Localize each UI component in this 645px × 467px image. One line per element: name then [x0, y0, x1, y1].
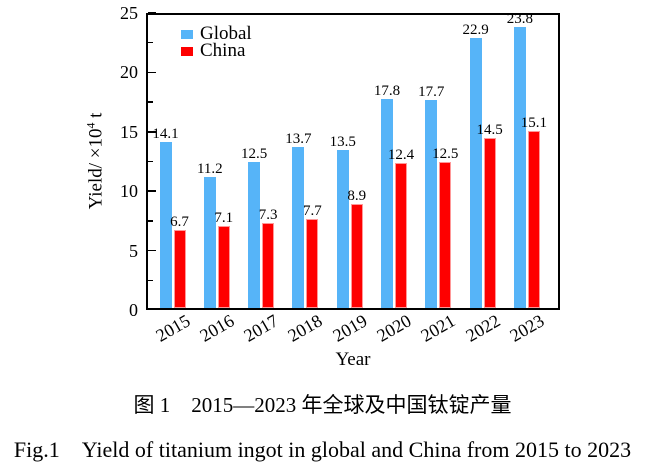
bar-china-2018: [306, 218, 319, 308]
bar-global-2020: [381, 98, 393, 308]
bar-global-2021: [425, 99, 438, 308]
bar-global-2016: [203, 176, 216, 308]
bar-value-global-2021: 17.7: [418, 83, 445, 100]
bar-value-china-2017: 7.3: [258, 207, 278, 224]
bar-china-2019: [350, 204, 363, 308]
bar-chart: Yield/ ×104 t 0 5 10 15 20 25 14.1 6.7 11.2 7.1 1…: [84, 3, 560, 370]
bar-value-global-2017: 12.5: [240, 145, 268, 162]
bar-value-global-2019: 13.5: [329, 133, 356, 150]
legend: Global China: [181, 23, 252, 61]
caption-english: Fig.1 Yield of titanium ingot in global …: [13, 437, 632, 462]
y-minor-tick-7.5: [148, 220, 153, 222]
y-tick-label-15: 15: [120, 121, 138, 142]
legend-swatch-global: [181, 29, 193, 39]
legend-swatch-china: [181, 46, 193, 56]
y-minor-tick-12.5: [148, 160, 153, 163]
bar-value-china-2021: 12.5: [432, 145, 459, 162]
y-tick-label-0: 0: [129, 300, 138, 320]
y-tick-label-20: 20: [120, 62, 138, 83]
bar-china-2020: [395, 162, 407, 308]
y-major-tick-5: [148, 249, 156, 252]
legend-item-china: China: [181, 40, 252, 61]
y-minor-tick-2.5: [148, 279, 153, 282]
y-tick-label-5: 5: [129, 240, 138, 261]
y-minor-tick-17.5: [148, 101, 153, 103]
legend-label-china: China: [200, 40, 246, 61]
bar-value-china-2015: 6.7: [170, 214, 189, 231]
bar-value-china-2016: 7.1: [214, 209, 234, 226]
bar-value-global-2015: 14.1: [152, 126, 179, 143]
x-axis-title: Year: [335, 349, 371, 370]
y-major-tick-25: [148, 12, 156, 14]
bar-value-global-2023: 23.8: [506, 11, 534, 28]
bar-value-global-2018: 13.7: [285, 131, 312, 148]
bar-value-global-2016: 11.2: [196, 160, 223, 177]
bar-value-global-2020: 17.8: [373, 82, 401, 99]
bar-value-china-2019: 8.9: [347, 188, 367, 205]
bar-global-2017: [248, 161, 261, 308]
y-tick-label-25: 25: [120, 3, 138, 23]
bar-global-2015: [159, 142, 172, 308]
bar-global-2023: [513, 27, 526, 308]
caption-chinese: 图 1 2015—2023 年全球及中国钛锭产量: [133, 393, 512, 417]
bar-global-2019: [336, 149, 349, 308]
y-minor-tick-22.5: [148, 41, 153, 44]
y-major-tick-20: [148, 71, 156, 74]
bar-value-china-2018: 7.7: [303, 202, 322, 219]
bar-china-2017: [262, 223, 275, 308]
bar-china-2022: [483, 137, 496, 308]
bar-global-2018: [292, 147, 305, 308]
bar-china-2015: [173, 230, 186, 308]
bar-value-global-2022: 22.9: [462, 21, 489, 38]
bar-value-china-2020: 12.4: [387, 146, 415, 163]
y-major-tick-10: [148, 190, 156, 192]
bar-china-2016: [217, 225, 230, 308]
bar-value-china-2023: 15.1: [520, 114, 548, 131]
y-tick-label-10: 10: [120, 181, 138, 202]
legend-label-global: Global: [200, 23, 252, 44]
bar-china-2021: [439, 161, 452, 308]
y-axis-title-unit: t: [85, 112, 107, 123]
y-major-tick-15: [148, 131, 156, 133]
bar-china-2023: [527, 130, 540, 308]
bar-value-china-2022: 14.5: [476, 121, 503, 138]
legend-item-global: Global: [181, 23, 252, 44]
bar-global-2022: [469, 37, 482, 308]
